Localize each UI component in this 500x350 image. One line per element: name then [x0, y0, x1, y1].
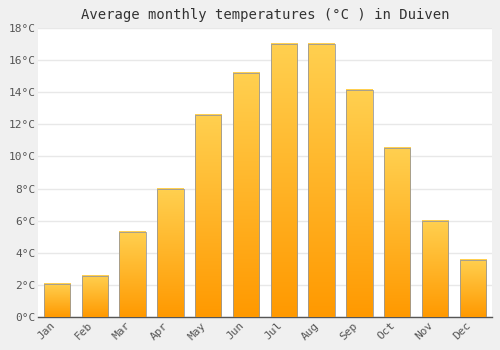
Bar [422, 221, 448, 317]
Title: Average monthly temperatures (°C ) in Duiven: Average monthly temperatures (°C ) in Du… [80, 8, 449, 22]
Bar [82, 276, 108, 317]
Bar [195, 114, 222, 317]
Bar [233, 73, 259, 317]
Bar [384, 148, 410, 317]
Bar [120, 232, 146, 317]
Bar [460, 260, 486, 317]
Bar [308, 44, 335, 317]
Bar [346, 90, 372, 317]
Bar [270, 44, 297, 317]
Bar [44, 284, 70, 317]
Bar [157, 189, 184, 317]
